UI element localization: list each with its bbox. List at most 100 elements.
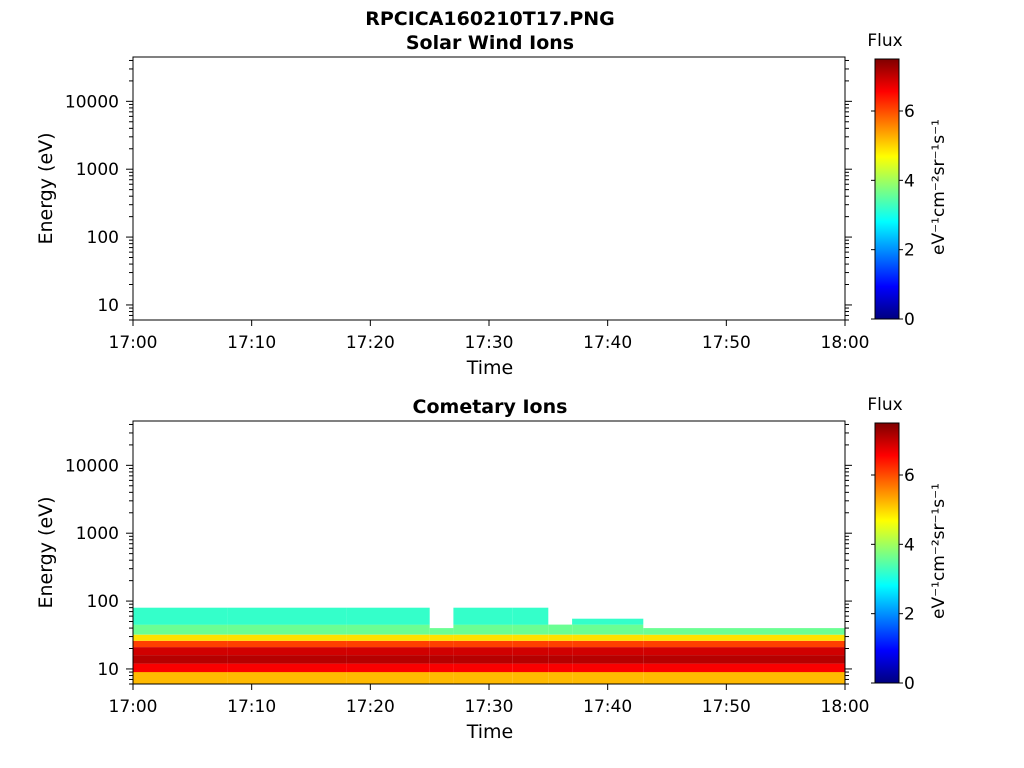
cell-3-6 <box>429 628 454 635</box>
cell-2-0 <box>346 672 430 684</box>
cell-1-4 <box>227 640 347 648</box>
cell-0-6 <box>133 624 228 635</box>
panel-title: Cometary Ions <box>413 396 568 418</box>
y-tick-label: 10000 <box>65 92 119 112</box>
colorbar-unit-label: eV⁻¹cm⁻²sr⁻¹s⁻¹ <box>929 119 949 255</box>
x-tick-label: 18:00 <box>821 697 870 717</box>
colorbar-tick-label: 2 <box>904 605 915 625</box>
cell-6-3 <box>548 647 572 656</box>
y-tick-label: 100 <box>87 228 119 248</box>
y-tick-label: 1000 <box>76 160 119 180</box>
cell-0-7 <box>133 607 228 625</box>
figure-title: RPCICA160210T17.PNG <box>365 8 615 30</box>
cell-1-5 <box>227 634 347 641</box>
colorbar-tick-label: 6 <box>904 102 915 122</box>
cell-1-1 <box>227 663 347 673</box>
cell-2-5 <box>346 634 430 641</box>
spectrogram-data <box>133 607 845 684</box>
cell-7-5 <box>572 634 644 641</box>
cell-8-2 <box>643 655 845 664</box>
cell-2-4 <box>346 640 430 648</box>
x-tick-label: 17:20 <box>346 697 395 717</box>
cell-4-0 <box>453 672 513 684</box>
x-tick-label: 17:50 <box>702 697 751 717</box>
x-tick-label: 17:00 <box>109 697 158 717</box>
cell-1-2 <box>227 655 347 664</box>
cell-8-0 <box>643 672 845 684</box>
y-tick-label: 100 <box>87 592 119 612</box>
colorbar-tick-label: 0 <box>904 674 915 694</box>
x-axis-label: Time <box>466 357 514 379</box>
x-axis-label: Time <box>466 721 514 743</box>
cell-5-3 <box>512 647 549 656</box>
panel-1: Cometary Ions 10 100 1000 10000 17:00 17:10 17:… <box>35 395 949 743</box>
cell-3-5 <box>429 634 454 641</box>
cell-7-0 <box>572 672 644 684</box>
colorbar <box>874 422 900 684</box>
cell-0-2 <box>133 655 228 664</box>
cell-5-1 <box>512 663 549 673</box>
x-tick-label: 17:20 <box>346 333 395 353</box>
y-tick-label: 1000 <box>76 524 119 544</box>
cell-6-6 <box>548 624 572 635</box>
cell-3-2 <box>429 655 454 664</box>
plot-frame <box>132 56 846 321</box>
cell-3-1 <box>429 663 454 673</box>
cell-8-3 <box>643 647 845 656</box>
cell-5-7 <box>512 607 549 625</box>
colorbar-unit-label: eV⁻¹cm⁻²sr⁻¹s⁻¹ <box>929 483 949 619</box>
cell-7-7 <box>572 618 644 625</box>
cell-8-5 <box>643 634 845 641</box>
cell-3-4 <box>429 640 454 648</box>
cell-1-0 <box>227 672 347 684</box>
cell-4-2 <box>453 655 513 664</box>
cell-1-7 <box>227 607 347 625</box>
cell-5-6 <box>512 624 549 635</box>
cell-5-0 <box>512 672 549 684</box>
cell-0-1 <box>133 663 228 673</box>
cell-2-3 <box>346 647 430 656</box>
y-tick-label: 10 <box>97 296 119 316</box>
y-axis-label: Energy (eV) <box>35 132 57 244</box>
cell-0-0 <box>133 672 228 684</box>
colorbar-tick-label: 6 <box>904 466 915 486</box>
cell-3-3 <box>429 647 454 656</box>
colorbar-title: Flux <box>867 31 902 51</box>
cell-4-5 <box>453 634 513 641</box>
x-tick-label: 18:00 <box>821 333 870 353</box>
cell-2-7 <box>346 607 430 625</box>
colorbar-tick-label: 4 <box>904 535 915 555</box>
cell-6-1 <box>548 663 572 673</box>
cell-6-0 <box>548 672 572 684</box>
x-tick-label: 17:40 <box>583 333 632 353</box>
colorbar-title: Flux <box>867 395 902 415</box>
cell-2-2 <box>346 655 430 664</box>
cell-1-6 <box>227 624 347 635</box>
panel-title: Solar Wind Ions <box>406 32 574 54</box>
cell-4-1 <box>453 663 513 673</box>
x-tick-label: 17:30 <box>465 697 514 717</box>
cell-7-4 <box>572 640 644 648</box>
cell-4-4 <box>453 640 513 648</box>
colorbar-tick-label: 0 <box>904 310 915 330</box>
cell-7-3 <box>572 647 644 656</box>
cell-7-1 <box>572 663 644 673</box>
cell-6-4 <box>548 640 572 648</box>
panel-0: Solar Wind Ions 10 100 1000 10000 17:00 17:10 1… <box>35 31 949 379</box>
x-tick-label: 17:40 <box>583 697 632 717</box>
cell-5-2 <box>512 655 549 664</box>
cell-1-3 <box>227 647 347 656</box>
cell-7-2 <box>572 655 644 664</box>
cell-8-4 <box>643 640 845 648</box>
cell-2-6 <box>346 624 430 635</box>
cell-4-6 <box>453 624 513 635</box>
colorbar <box>874 58 900 320</box>
cell-6-5 <box>548 634 572 641</box>
x-tick-label: 17:10 <box>227 697 276 717</box>
x-tick-label: 17:10 <box>227 333 276 353</box>
x-tick-label: 17:00 <box>109 333 158 353</box>
colorbar-tick-label: 4 <box>904 171 915 191</box>
cell-3-0 <box>429 672 454 684</box>
y-axis-label: Energy (eV) <box>35 496 57 608</box>
